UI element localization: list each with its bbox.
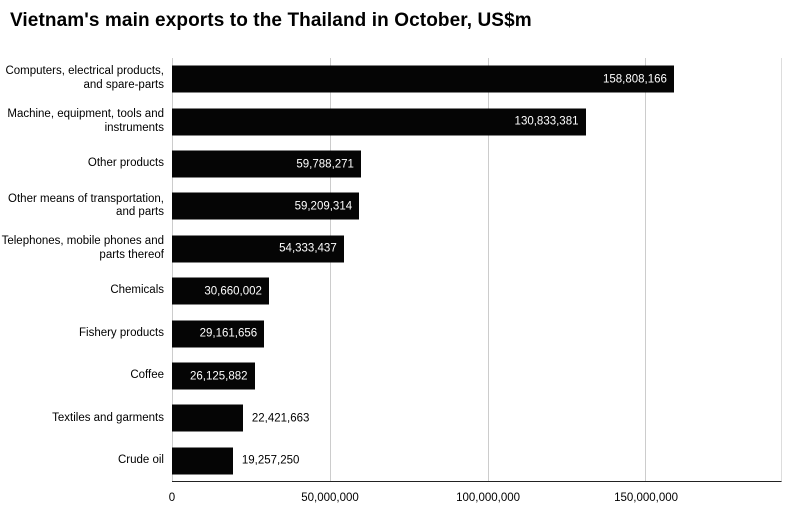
category-label: Fishery products bbox=[78, 326, 164, 339]
bar-track: 59,788,271 bbox=[172, 143, 782, 185]
chart-row: Machine, equipment, tools and instrument… bbox=[0, 100, 782, 142]
category-label: Other means of transportation, and parts bbox=[8, 192, 164, 219]
x-tick-label: 100,000,000 bbox=[456, 492, 521, 504]
bar: 19,257,250 bbox=[172, 447, 299, 475]
chart-rows: Computers, electrical products, and spar… bbox=[0, 58, 782, 482]
bar: 22,421,663 bbox=[172, 404, 309, 432]
chart-row: Coffee 26,125,882 bbox=[0, 355, 782, 397]
x-tick-label: 0 bbox=[168, 492, 176, 504]
gridline bbox=[172, 58, 173, 481]
value-label: 59,788,271 bbox=[296, 158, 354, 171]
value-label: 158,808,166 bbox=[602, 73, 667, 86]
bar-track: 22,421,663 bbox=[172, 397, 782, 439]
bar-track: 158,808,166 bbox=[172, 58, 782, 100]
category-label: Telephones, mobile phones and parts ther… bbox=[1, 235, 164, 261]
bar-chart: Computers, electrical products, and spar… bbox=[0, 52, 796, 522]
chart-row: Telephones, mobile phones and parts ther… bbox=[0, 228, 782, 270]
chart-row: Chemicals 30,660,002 bbox=[0, 270, 782, 312]
chart-row: Crude oil 19,257,250 bbox=[0, 440, 782, 482]
value-label: 29,161,656 bbox=[199, 327, 258, 340]
chart-row: Computers, electrical products, and spar… bbox=[0, 58, 782, 100]
gridline bbox=[645, 58, 647, 481]
gridline bbox=[329, 58, 331, 481]
chart-row: Other products 59,788,271 bbox=[0, 143, 782, 185]
x-axis: 0 50,000,000 100,000,000 150,000,000 bbox=[168, 488, 782, 506]
value-label: 22,421,663 bbox=[251, 412, 310, 425]
category-label: Machine, equipment, tools and instrument… bbox=[7, 107, 164, 134]
bar: 29,161,656 bbox=[172, 320, 265, 348]
category-label: Computers, electrical products, and spar… bbox=[5, 65, 164, 92]
chart-title: Vietnam's main exports to the Thailand i… bbox=[10, 10, 532, 31]
value-label: 26,125,882 bbox=[190, 370, 248, 383]
bar-track: 29,161,656 bbox=[172, 312, 782, 354]
value-label: 19,257,250 bbox=[241, 454, 300, 467]
bar: 130,833,381 bbox=[172, 108, 586, 136]
category-label: Other products bbox=[87, 157, 164, 170]
bar-track: 19,257,250 bbox=[172, 440, 782, 482]
bar-track: 26,125,882 bbox=[172, 355, 782, 397]
value-label: 59,209,314 bbox=[294, 200, 353, 213]
bar: 59,788,271 bbox=[172, 150, 361, 178]
bar: 30,660,002 bbox=[172, 277, 269, 305]
bar-track: 30,660,002 bbox=[172, 270, 782, 312]
plot-area bbox=[172, 58, 782, 482]
bar-track: 54,333,437 bbox=[172, 228, 782, 270]
x-tick-label: 50,000,000 bbox=[301, 492, 359, 504]
bar-track: 59,209,314 bbox=[172, 185, 782, 227]
value-label: 54,333,437 bbox=[279, 242, 337, 255]
bar: 54,333,437 bbox=[172, 235, 344, 263]
chart-row: Textiles and garments 22,421,663 bbox=[0, 397, 782, 439]
chart-row: Other means of transportation, and parts… bbox=[0, 185, 782, 227]
bar: 158,808,166 bbox=[172, 65, 674, 93]
category-label: Chemicals bbox=[110, 284, 164, 297]
category-label: Textiles and garments bbox=[52, 411, 164, 424]
x-tick-label: 150,000,000 bbox=[614, 492, 679, 504]
chart-row: Fishery products 29,161,656 bbox=[0, 312, 782, 354]
category-label: Coffee bbox=[130, 369, 164, 382]
category-label: Crude oil bbox=[117, 453, 164, 466]
bar: 59,209,314 bbox=[172, 192, 360, 220]
value-label: 130,833,381 bbox=[514, 115, 579, 128]
bar-track: 130,833,381 bbox=[172, 100, 782, 142]
gridline bbox=[487, 58, 489, 481]
value-label: 30,660,002 bbox=[204, 285, 262, 298]
bar: 26,125,882 bbox=[172, 362, 255, 390]
